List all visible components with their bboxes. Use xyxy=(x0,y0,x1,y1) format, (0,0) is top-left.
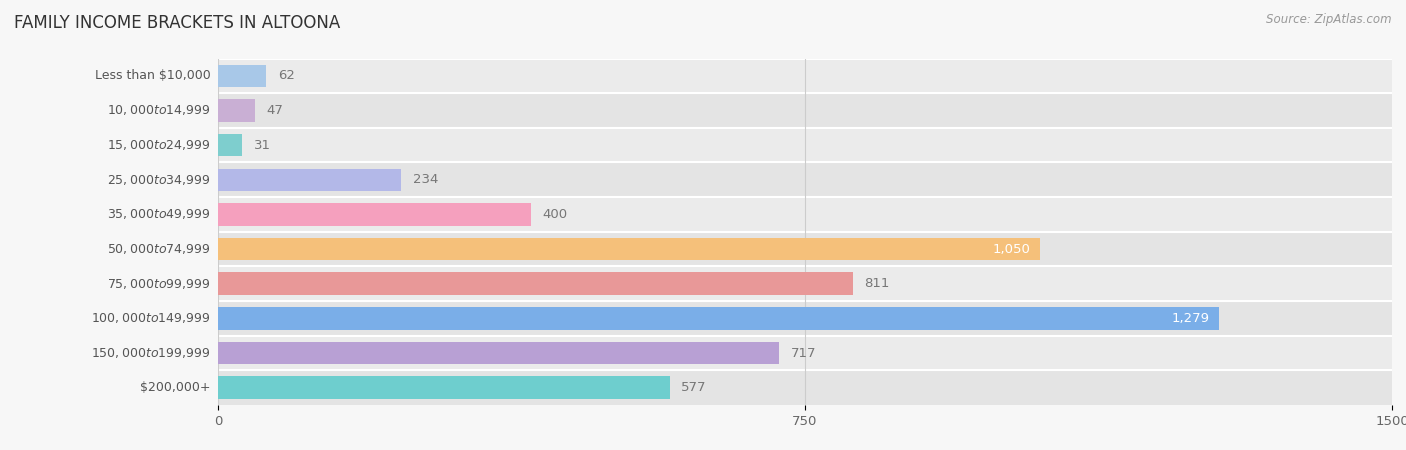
Text: $35,000 to $49,999: $35,000 to $49,999 xyxy=(107,207,211,221)
Text: $150,000 to $199,999: $150,000 to $199,999 xyxy=(91,346,211,360)
Bar xyxy=(218,342,779,365)
Text: 31: 31 xyxy=(254,139,271,152)
Bar xyxy=(218,93,1392,128)
Bar xyxy=(218,238,1040,261)
Text: 62: 62 xyxy=(278,69,295,82)
Text: $75,000 to $99,999: $75,000 to $99,999 xyxy=(107,277,211,291)
Text: Less than $10,000: Less than $10,000 xyxy=(96,69,211,82)
Bar xyxy=(218,134,242,157)
Bar xyxy=(218,232,1392,266)
Text: 234: 234 xyxy=(413,173,439,186)
Bar xyxy=(218,162,1392,197)
Text: 717: 717 xyxy=(790,346,817,360)
Text: 811: 811 xyxy=(865,277,890,290)
Bar xyxy=(218,203,531,226)
Bar xyxy=(218,58,1392,93)
Bar xyxy=(218,370,1392,405)
Text: $100,000 to $149,999: $100,000 to $149,999 xyxy=(91,311,211,325)
Text: 47: 47 xyxy=(267,104,284,117)
Bar xyxy=(218,266,1392,301)
Text: $15,000 to $24,999: $15,000 to $24,999 xyxy=(107,138,211,152)
Text: $200,000+: $200,000+ xyxy=(141,381,211,394)
Bar xyxy=(218,99,254,122)
Text: FAMILY INCOME BRACKETS IN ALTOONA: FAMILY INCOME BRACKETS IN ALTOONA xyxy=(14,14,340,32)
Bar xyxy=(218,168,401,191)
Bar xyxy=(218,197,1392,232)
Text: Source: ZipAtlas.com: Source: ZipAtlas.com xyxy=(1267,14,1392,27)
Text: $10,000 to $14,999: $10,000 to $14,999 xyxy=(107,104,211,117)
Text: 1,279: 1,279 xyxy=(1171,312,1209,325)
Text: 577: 577 xyxy=(682,381,707,394)
Text: $25,000 to $34,999: $25,000 to $34,999 xyxy=(107,173,211,187)
Text: $50,000 to $74,999: $50,000 to $74,999 xyxy=(107,242,211,256)
Text: 1,050: 1,050 xyxy=(993,243,1031,256)
Bar xyxy=(218,272,852,295)
Bar xyxy=(218,307,1219,330)
Text: 400: 400 xyxy=(543,208,568,221)
Bar xyxy=(218,376,669,399)
Bar xyxy=(218,301,1392,336)
Bar xyxy=(218,64,267,87)
Bar xyxy=(218,336,1392,370)
Bar xyxy=(218,128,1392,162)
